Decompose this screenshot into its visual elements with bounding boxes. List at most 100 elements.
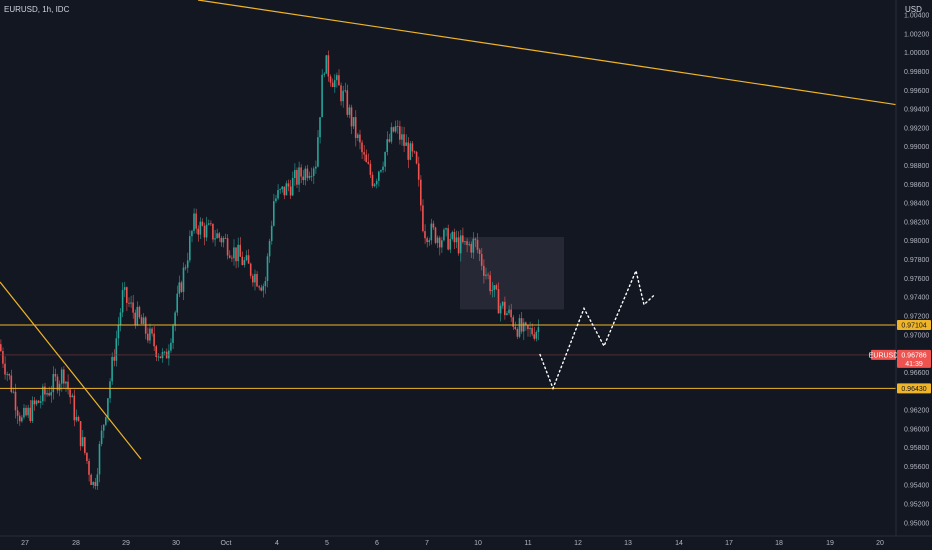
date-tick-5: 4	[275, 540, 279, 547]
candle-body	[373, 184, 376, 187]
candle-body	[117, 325, 120, 339]
price-tick-21: 0.95800	[904, 445, 929, 452]
candle-body	[237, 244, 239, 262]
candle-body	[163, 351, 166, 353]
candle-body	[50, 392, 52, 396]
drawings[interactable]	[0, 0, 932, 460]
candle-body	[369, 163, 372, 175]
candle-body	[134, 312, 136, 325]
candle-body	[344, 90, 346, 92]
level-badge-label-0: 0.97104	[901, 322, 926, 329]
candle-body	[42, 386, 44, 402]
candle-body	[378, 171, 380, 181]
candle-body	[138, 306, 141, 318]
candle-body	[98, 444, 101, 475]
price-tick-7: 0.99000	[904, 144, 929, 151]
price-tick-12: 0.98000	[904, 238, 929, 245]
candle-body	[226, 238, 229, 256]
date-tick-4: Oct	[221, 540, 232, 547]
candle-body	[445, 228, 447, 230]
price-tick-25: 0.95000	[904, 520, 929, 527]
candle-body	[317, 137, 319, 167]
candle-body	[514, 326, 517, 329]
candle-body	[157, 356, 160, 358]
candle-body	[168, 350, 170, 359]
price-tick-11: 0.98200	[904, 219, 929, 226]
candle-body	[123, 287, 126, 291]
candle-body	[258, 286, 260, 288]
candle-body	[243, 260, 246, 265]
symbol-label[interactable]: EURUSD, 1h, IDC	[4, 5, 70, 14]
candle-body	[136, 306, 139, 325]
candle-body	[247, 255, 250, 264]
descending-trendline-upper[interactable]	[197, 0, 932, 111]
candle-body	[48, 393, 50, 396]
candle-body	[363, 152, 365, 155]
candle-body	[170, 342, 172, 351]
candle-body	[178, 282, 181, 294]
date-tick-12: 13	[624, 540, 632, 547]
candle-body	[220, 237, 223, 243]
candle-body	[361, 142, 363, 153]
candle-body	[428, 240, 430, 243]
candle-body	[388, 139, 391, 142]
time-axis[interactable]	[0, 536, 896, 550]
candle-body	[516, 328, 519, 337]
price-tick-15: 0.97400	[904, 295, 929, 302]
candle-body	[0, 344, 2, 352]
candle-body	[493, 285, 496, 291]
date-tick-0: 27	[21, 540, 29, 547]
candle-body	[308, 175, 311, 178]
projection-path[interactable]	[539, 268, 655, 391]
candle-body	[285, 183, 288, 196]
candle-body	[88, 460, 90, 475]
candle-body	[424, 231, 426, 239]
current-price-label: 0.96786	[901, 352, 926, 359]
candle-body	[58, 383, 61, 391]
candle-body	[403, 134, 405, 146]
candle-body	[100, 430, 103, 445]
candle-body	[409, 143, 412, 160]
candle-body	[113, 356, 115, 361]
supply-zone-layer	[460, 236, 564, 310]
price-tick-19: 0.96200	[904, 407, 929, 414]
candle-body	[501, 301, 504, 306]
level-badge-0	[897, 319, 931, 330]
descending-trendline-lower[interactable]	[0, 281, 142, 460]
candle-body	[413, 151, 416, 153]
candle-body	[464, 241, 466, 243]
candle-body	[228, 255, 231, 258]
candle-body	[327, 55, 330, 77]
price-axis[interactable]	[896, 0, 932, 536]
candle-body	[283, 186, 286, 196]
candle-body	[294, 170, 296, 178]
candle-body	[438, 237, 441, 248]
candle-body	[415, 151, 418, 164]
candle-body	[380, 170, 382, 172]
date-tick-1: 28	[72, 540, 80, 547]
supply-zone-box[interactable]	[460, 236, 564, 310]
current-price-badge	[897, 349, 931, 368]
candle-body	[262, 286, 265, 291]
candle-body	[254, 274, 256, 283]
projection-polyline[interactable]	[539, 268, 655, 391]
candle-body	[266, 256, 269, 282]
candle-body	[67, 381, 69, 390]
candle-body	[128, 302, 130, 304]
candle-body	[151, 328, 153, 334]
candle-body	[121, 290, 124, 313]
candle-body	[231, 257, 233, 259]
candle-body	[260, 287, 262, 291]
candle-body	[289, 186, 292, 196]
candle-body	[451, 232, 454, 239]
candle-body	[275, 198, 277, 202]
candle-body	[172, 325, 174, 343]
date-tick-14: 17	[725, 540, 733, 547]
candle-body	[241, 256, 244, 265]
price-tick-24: 0.95200	[904, 502, 929, 509]
date-tick-7: 6	[375, 540, 379, 547]
candle-body	[142, 317, 145, 324]
candle-body	[46, 393, 48, 395]
candle-body	[189, 236, 191, 261]
